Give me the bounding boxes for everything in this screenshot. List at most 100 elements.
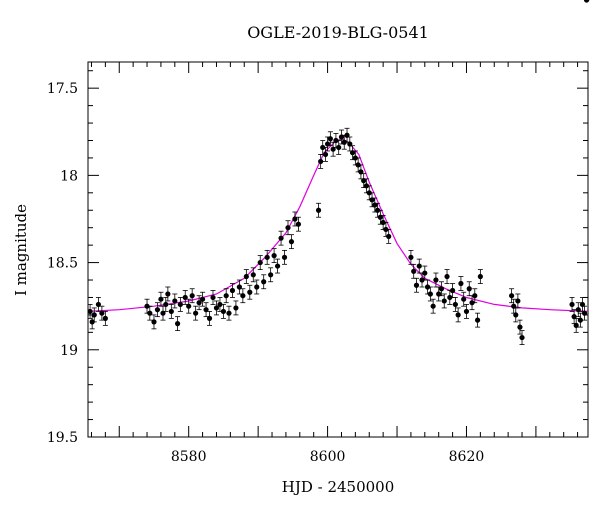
data-marker xyxy=(271,253,277,259)
data-marker xyxy=(573,322,579,328)
data-point xyxy=(433,272,439,288)
data-marker xyxy=(324,141,331,147)
data-marker xyxy=(383,226,389,233)
data-marker xyxy=(292,216,298,222)
data-point xyxy=(144,298,150,314)
x-axis: 8580 8600 8620 xyxy=(90,62,579,465)
data-point xyxy=(168,304,174,319)
y-axis: 17.5 18 18.5 19 19.5 xyxy=(47,70,588,446)
data-marker xyxy=(177,301,183,308)
data-marker xyxy=(386,233,392,240)
data-point xyxy=(430,298,436,314)
data-point xyxy=(366,185,372,201)
data-marker xyxy=(411,268,417,274)
data-marker xyxy=(182,294,188,301)
data-marker xyxy=(344,132,350,138)
data-marker xyxy=(474,317,481,323)
data-point xyxy=(336,140,342,155)
data-marker xyxy=(233,305,239,311)
data-marker xyxy=(247,289,253,295)
data-marker xyxy=(261,279,267,285)
data-marker xyxy=(341,139,347,145)
data-point xyxy=(349,145,356,161)
data-point xyxy=(466,281,472,297)
data-point xyxy=(372,197,378,213)
data-marker xyxy=(333,137,339,144)
data-point xyxy=(363,178,370,194)
data-point xyxy=(268,267,274,283)
data-point xyxy=(380,215,386,230)
data-marker xyxy=(174,321,181,327)
y-tick-label: 18.5 xyxy=(47,256,78,272)
data-point xyxy=(91,307,97,323)
data-marker xyxy=(430,303,436,309)
data-marker xyxy=(377,214,383,220)
data-marker xyxy=(163,301,169,308)
data-marker xyxy=(349,150,356,156)
data-point xyxy=(509,288,515,304)
data-marker xyxy=(422,270,428,276)
data-marker xyxy=(144,303,150,309)
data-marker xyxy=(226,310,232,316)
data-marker xyxy=(102,315,108,321)
data-marker xyxy=(336,144,342,151)
y-tick-label: 17.5 xyxy=(47,81,78,97)
data-marker xyxy=(361,178,367,184)
data-marker xyxy=(511,303,517,309)
data-marker xyxy=(220,308,227,315)
x-tick-label: 8580 xyxy=(171,449,207,465)
data-marker xyxy=(374,207,381,213)
data-marker xyxy=(469,300,475,306)
data-point xyxy=(575,302,581,318)
data-point xyxy=(147,305,153,321)
data-marker xyxy=(278,235,284,241)
data-marker xyxy=(444,273,450,280)
data-marker xyxy=(295,221,302,227)
data-point xyxy=(455,307,461,323)
data-marker xyxy=(213,305,220,311)
data-point xyxy=(220,304,227,319)
data-marker xyxy=(193,310,199,316)
plot-area xyxy=(87,0,590,438)
data-point xyxy=(347,136,353,152)
data-point xyxy=(95,297,102,312)
data-point xyxy=(240,288,246,304)
data-marker xyxy=(427,291,433,297)
data-marker xyxy=(257,259,263,266)
data-point xyxy=(386,229,392,244)
data-point xyxy=(477,269,483,284)
data-marker xyxy=(160,310,166,316)
x-tick-label: 8600 xyxy=(310,449,346,465)
data-marker xyxy=(380,219,386,226)
data-point xyxy=(577,312,583,328)
data-point xyxy=(416,258,422,274)
data-point xyxy=(217,297,223,312)
data-point xyxy=(515,293,521,309)
data-marker xyxy=(99,310,105,316)
data-point xyxy=(247,284,253,300)
data-marker xyxy=(472,293,478,299)
data-point xyxy=(254,279,260,295)
data-point xyxy=(469,295,475,311)
data-marker xyxy=(509,293,515,299)
data-marker xyxy=(196,300,202,306)
data-marker xyxy=(318,158,324,165)
data-marker xyxy=(240,293,246,299)
data-point xyxy=(461,291,467,307)
data-point xyxy=(229,283,236,298)
data-marker xyxy=(158,296,164,302)
data-marker xyxy=(413,282,420,288)
data-point xyxy=(278,230,284,246)
data-point xyxy=(189,288,195,304)
data-point xyxy=(264,249,270,265)
data-marker xyxy=(424,284,431,290)
data-marker xyxy=(154,307,161,313)
data-point xyxy=(243,269,249,284)
data-point xyxy=(584,0,590,3)
data-marker xyxy=(203,307,209,313)
data-marker xyxy=(330,146,336,152)
data-point xyxy=(315,202,322,218)
data-point xyxy=(411,263,417,279)
data-point xyxy=(369,192,375,208)
data-marker xyxy=(217,301,223,308)
